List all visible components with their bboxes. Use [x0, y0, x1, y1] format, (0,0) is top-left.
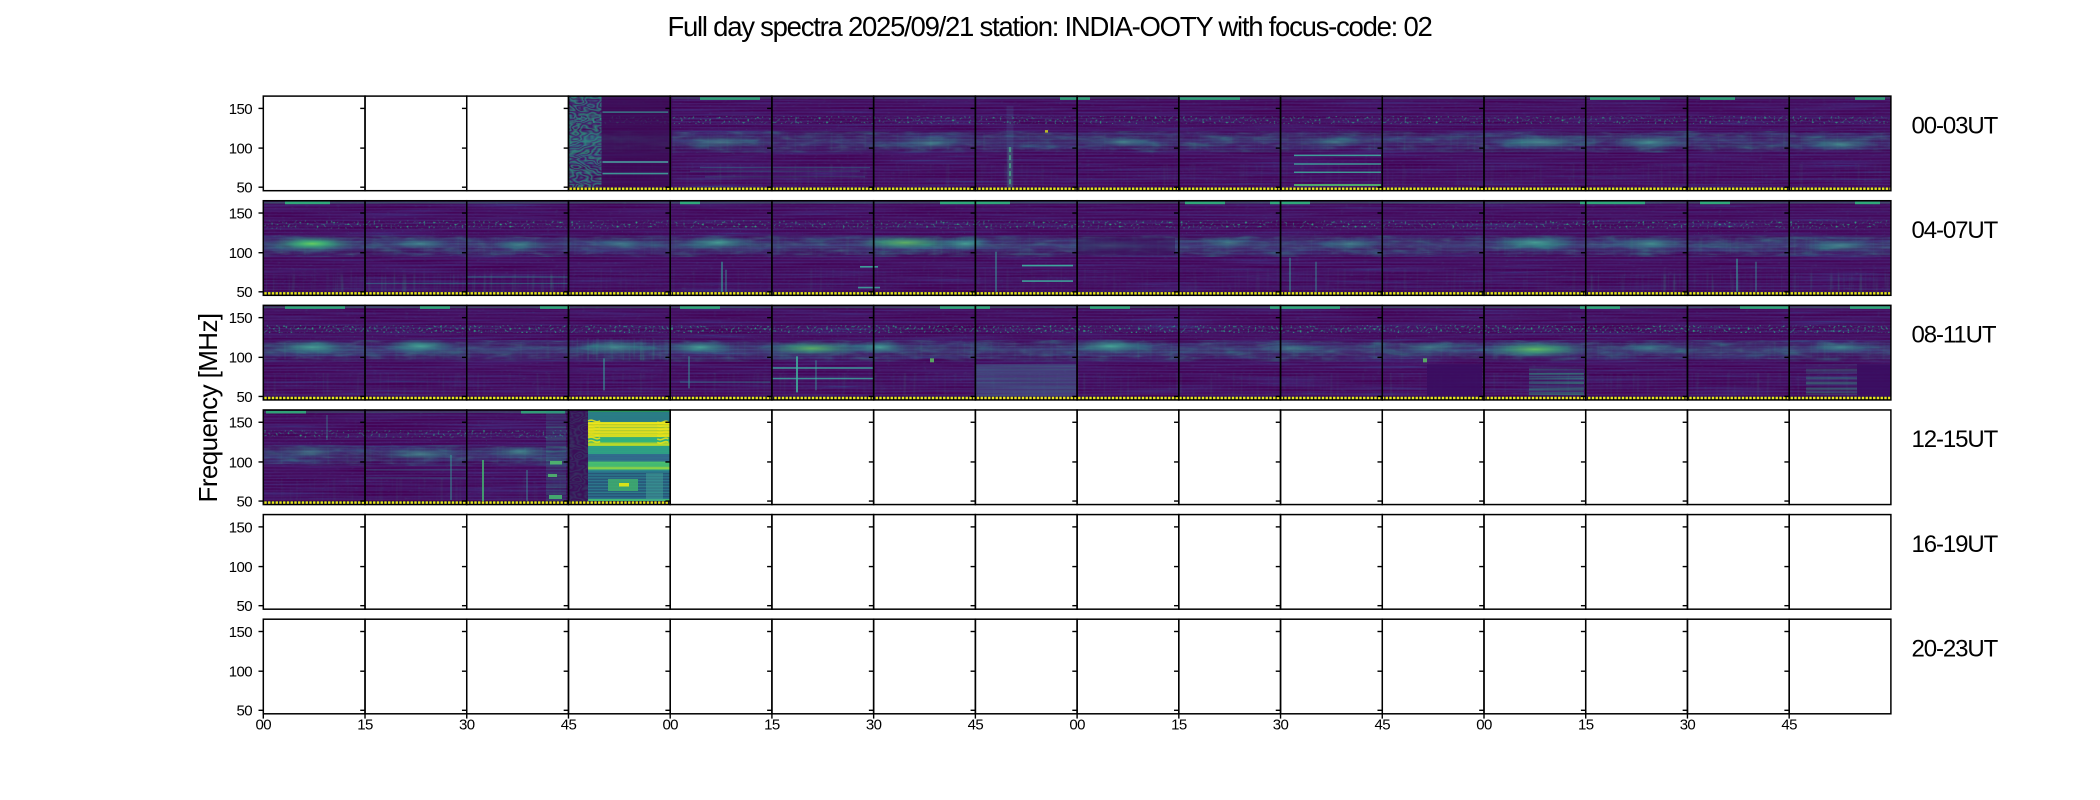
svg-text:15: 15 — [357, 717, 373, 734]
svg-text:15: 15 — [764, 717, 780, 734]
svg-text:100: 100 — [229, 141, 252, 158]
svg-text:100: 100 — [229, 350, 252, 367]
svg-text:15: 15 — [1171, 717, 1187, 734]
svg-text:150: 150 — [229, 415, 252, 432]
svg-text:20-23UT: 20-23UT — [1912, 635, 1999, 662]
svg-text:150: 150 — [229, 310, 252, 327]
svg-text:Frequency [MHz]: Frequency [MHz] — [193, 314, 223, 503]
svg-text:45: 45 — [561, 717, 577, 734]
svg-text:30: 30 — [1273, 717, 1289, 734]
svg-text:16-19UT: 16-19UT — [1912, 531, 1999, 558]
svg-text:50: 50 — [237, 389, 253, 406]
svg-text:150: 150 — [229, 101, 252, 118]
svg-text:04-07UT: 04-07UT — [1912, 217, 1999, 244]
svg-text:12-15UT: 12-15UT — [1912, 426, 1999, 453]
svg-text:100: 100 — [229, 664, 252, 681]
svg-text:150: 150 — [229, 519, 252, 536]
svg-text:45: 45 — [968, 717, 984, 734]
svg-text:00: 00 — [256, 717, 272, 734]
svg-text:00-03UT: 00-03UT — [1912, 112, 1999, 139]
svg-text:150: 150 — [229, 205, 252, 222]
svg-text:100: 100 — [229, 245, 252, 262]
svg-text:00: 00 — [1069, 717, 1085, 734]
svg-text:100: 100 — [229, 559, 252, 576]
svg-text:30: 30 — [866, 717, 882, 734]
svg-text:50: 50 — [237, 284, 253, 301]
svg-text:50: 50 — [237, 598, 253, 615]
svg-text:30: 30 — [1680, 717, 1696, 734]
svg-text:100: 100 — [229, 454, 252, 471]
svg-text:50: 50 — [237, 703, 253, 720]
svg-text:00: 00 — [1476, 717, 1492, 734]
svg-text:Full day spectra 2025/09/21 st: Full day spectra 2025/09/21 station: IND… — [667, 11, 1431, 42]
svg-text:45: 45 — [1781, 717, 1797, 734]
svg-text:08-11UT: 08-11UT — [1912, 322, 1997, 349]
svg-text:45: 45 — [1375, 717, 1391, 734]
svg-text:150: 150 — [229, 624, 252, 641]
svg-text:50: 50 — [237, 180, 253, 197]
svg-text:15: 15 — [1578, 717, 1594, 734]
svg-text:00: 00 — [662, 717, 678, 734]
svg-text:50: 50 — [237, 493, 253, 510]
svg-text:30: 30 — [459, 717, 475, 734]
